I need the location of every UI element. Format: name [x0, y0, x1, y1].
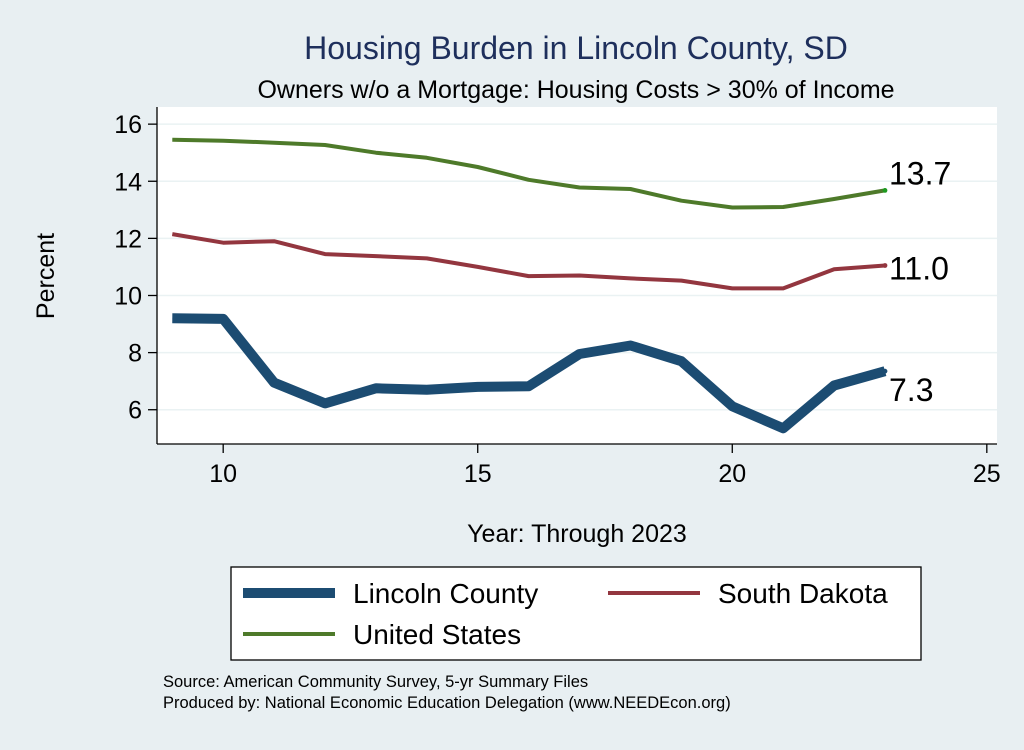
end-label-lincoln-county: 7.3 — [889, 372, 933, 408]
y-axis-title: Percent — [32, 233, 60, 319]
y-tick-label-14: 14 — [114, 168, 142, 196]
y-tick-label-6: 6 — [128, 397, 142, 425]
legend-label-lincoln-county: Lincoln County — [353, 578, 538, 609]
produced-by-note: Produced by: National Economic Education… — [163, 694, 731, 712]
chart-subtitle: Owners w/o a Mortgage: Housing Costs > 3… — [257, 76, 894, 104]
end-marker-lincoln-county — [883, 369, 888, 374]
end-marker-south-dakota — [883, 263, 888, 268]
end-marker-united-states — [883, 188, 888, 193]
chart-title: Housing Burden in Lincoln County, SD — [304, 30, 848, 66]
legend-label-south-dakota: South Dakota — [718, 578, 888, 609]
x-tick-label-10: 10 — [209, 460, 237, 488]
source-note: Source: American Community Survey, 5-yr … — [163, 673, 588, 691]
y-tick-label-8: 8 — [128, 340, 142, 368]
x-axis-title: Year: Through 2023 — [467, 520, 687, 548]
x-tick-label-15: 15 — [464, 460, 492, 488]
x-tick-label-20: 20 — [718, 460, 746, 488]
y-tick-label-16: 16 — [114, 111, 142, 139]
legend-label-united-states: United States — [353, 619, 521, 650]
x-tick-label-25: 25 — [973, 460, 1001, 488]
end-label-united-states: 13.7 — [889, 155, 951, 191]
y-tick-label-12: 12 — [114, 225, 142, 253]
end-label-south-dakota: 11.0 — [889, 251, 949, 287]
y-tick-label-10: 10 — [114, 282, 142, 310]
